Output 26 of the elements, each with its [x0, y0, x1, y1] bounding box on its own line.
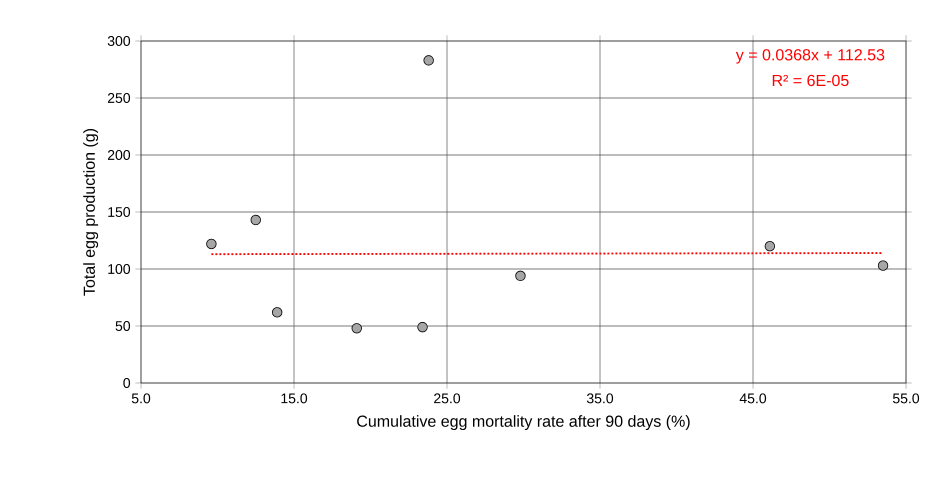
point: [272, 307, 282, 318]
annotation: y = 0.0368x + 112.53: [736, 49, 884, 64]
point: [206, 238, 217, 250]
y-tick-label: 0: [123, 378, 130, 388]
x-tick-label: 25.0: [434, 393, 460, 404]
point: [423, 55, 434, 66]
point: [878, 260, 888, 271]
y-tick-label: 150: [108, 207, 130, 217]
y-axis-title: Total egg production (g): [83, 128, 98, 296]
point: [250, 214, 261, 226]
y-tick-label: 200: [108, 150, 130, 160]
x-tick-label: 15.0: [281, 393, 308, 404]
point: [515, 270, 526, 282]
x-tick-label: 35.0: [586, 393, 614, 404]
x-tick-label: 5.0: [132, 393, 150, 404]
y-tick-label: 300: [108, 36, 130, 46]
y-tick-label: 100: [108, 264, 130, 274]
x-axis-title: Cumulative egg mortality rate after 90 days (%): [357, 415, 690, 430]
point: [417, 322, 428, 332]
x-tick-label: 55.0: [892, 393, 920, 404]
annotation: R² = 6E-05: [772, 74, 849, 86]
x-tick-label: 45.0: [740, 393, 766, 404]
y-tick-label: 50: [116, 321, 130, 331]
point: [764, 240, 776, 252]
point: [352, 323, 362, 334]
y-tick-label: 250: [108, 93, 130, 103]
